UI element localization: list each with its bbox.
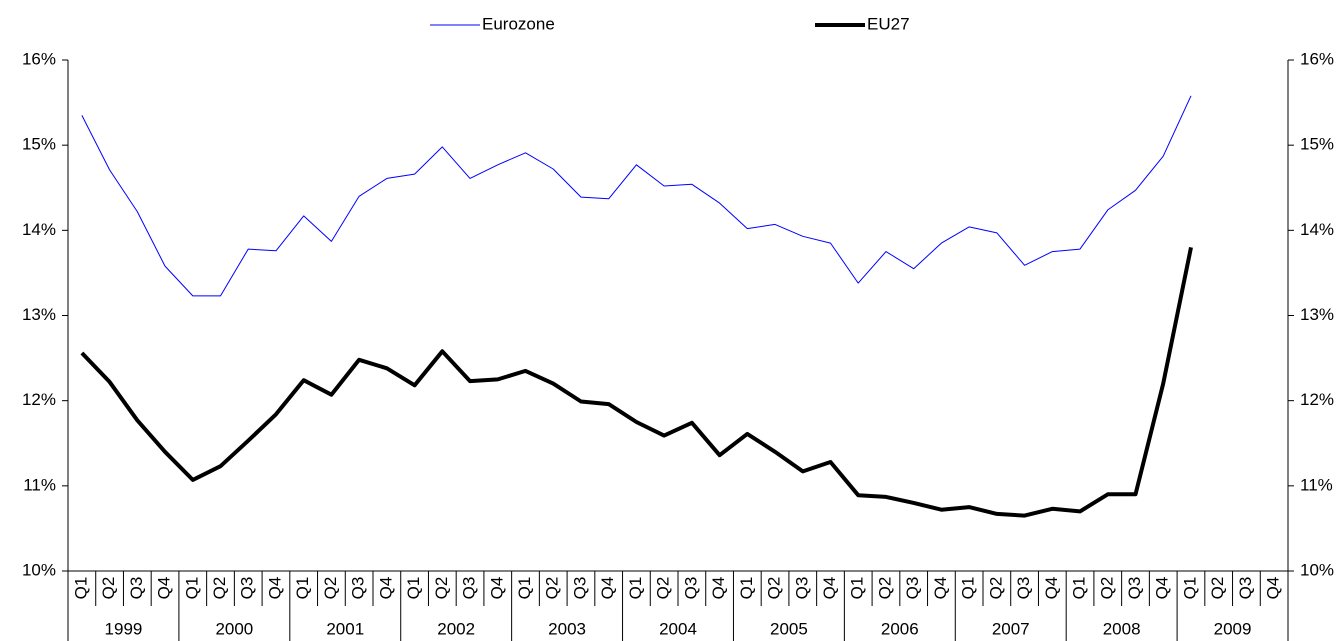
year-label: 2001 <box>326 619 364 638</box>
legend-label: Eurozone <box>482 14 555 33</box>
x-tick-label: Q3 <box>460 577 479 600</box>
year-label: 2002 <box>437 619 475 638</box>
x-tick-label: Q3 <box>1236 577 1255 600</box>
legend-label: EU27 <box>867 14 910 33</box>
x-tick-label: Q2 <box>1097 577 1116 600</box>
y-tick-label: 11% <box>23 475 56 494</box>
x-tick-label: Q2 <box>543 577 562 600</box>
y-tick-label: 14% <box>22 220 56 239</box>
x-tick-label: Q1 <box>515 577 534 600</box>
x-tick-label: Q3 <box>238 577 257 600</box>
y-tick-label: 16% <box>22 49 56 68</box>
x-tick-label: Q2 <box>432 577 451 600</box>
x-tick-label: Q4 <box>1153 577 1172 600</box>
x-tick-label: Q1 <box>848 577 867 600</box>
year-label: 2009 <box>1214 619 1252 638</box>
x-tick-label: Q2 <box>875 577 894 600</box>
x-tick-label: Q3 <box>903 577 922 600</box>
x-tick-label: Q1 <box>626 577 645 600</box>
x-tick-label: Q1 <box>959 577 978 600</box>
y-tick-label: 15% <box>22 135 56 154</box>
x-tick-label: Q1 <box>1180 577 1199 600</box>
year-label: 2005 <box>770 619 808 638</box>
year-label: 1999 <box>105 619 143 638</box>
y2-tick-label: 11% <box>1300 475 1333 494</box>
x-tick-label: Q2 <box>210 577 229 600</box>
x-tick-label: Q4 <box>487 577 506 600</box>
year-label: 2004 <box>659 619 697 638</box>
x-tick-label: Q4 <box>1042 577 1061 600</box>
x-tick-label: Q1 <box>404 577 423 600</box>
x-tick-label: Q2 <box>765 577 784 600</box>
x-tick-label: Q3 <box>349 577 368 600</box>
x-tick-label: Q2 <box>1208 577 1227 600</box>
x-tick-label: Q3 <box>1125 577 1144 600</box>
x-tick-label: Q3 <box>681 577 700 600</box>
x-tick-label: Q3 <box>127 577 146 600</box>
year-label: 2008 <box>1103 619 1141 638</box>
year-label: 2003 <box>548 619 586 638</box>
x-tick-label: Q4 <box>598 577 617 600</box>
x-tick-label: Q3 <box>792 577 811 600</box>
x-tick-label: Q2 <box>654 577 673 600</box>
y2-tick-label: 12% <box>1300 390 1334 409</box>
x-tick-label: Q4 <box>709 577 728 600</box>
x-tick-label: Q2 <box>99 577 118 600</box>
x-tick-label: Q1 <box>71 577 90 600</box>
y-tick-label: 10% <box>22 560 56 579</box>
x-tick-label: Q3 <box>570 577 589 600</box>
x-tick-label: Q2 <box>321 577 340 600</box>
x-tick-label: Q1 <box>1070 577 1089 600</box>
x-tick-label: Q1 <box>737 577 756 600</box>
x-tick-label: Q1 <box>293 577 312 600</box>
x-tick-label: Q4 <box>155 577 174 600</box>
x-tick-label: Q1 <box>182 577 201 600</box>
series-line <box>81 95 1192 297</box>
x-tick-label: Q4 <box>376 577 395 600</box>
series-line <box>80 247 1193 518</box>
x-tick-label: Q2 <box>986 577 1005 600</box>
y2-tick-label: 15% <box>1300 135 1334 154</box>
year-label: 2006 <box>881 619 919 638</box>
x-tick-label: Q4 <box>931 577 950 600</box>
y2-tick-label: 10% <box>1300 560 1334 579</box>
x-tick-label: Q4 <box>265 577 284 600</box>
x-tick-label: Q4 <box>820 577 839 600</box>
y2-tick-label: 13% <box>1300 305 1334 324</box>
y2-tick-label: 14% <box>1300 220 1334 239</box>
y2-tick-label: 16% <box>1300 49 1334 68</box>
x-tick-label: Q4 <box>1264 577 1283 600</box>
y-tick-label: 12% <box>22 390 56 409</box>
y-tick-label: 13% <box>22 305 56 324</box>
year-label: 2007 <box>992 619 1030 638</box>
year-label: 2000 <box>215 619 253 638</box>
x-tick-label: Q3 <box>1014 577 1033 600</box>
